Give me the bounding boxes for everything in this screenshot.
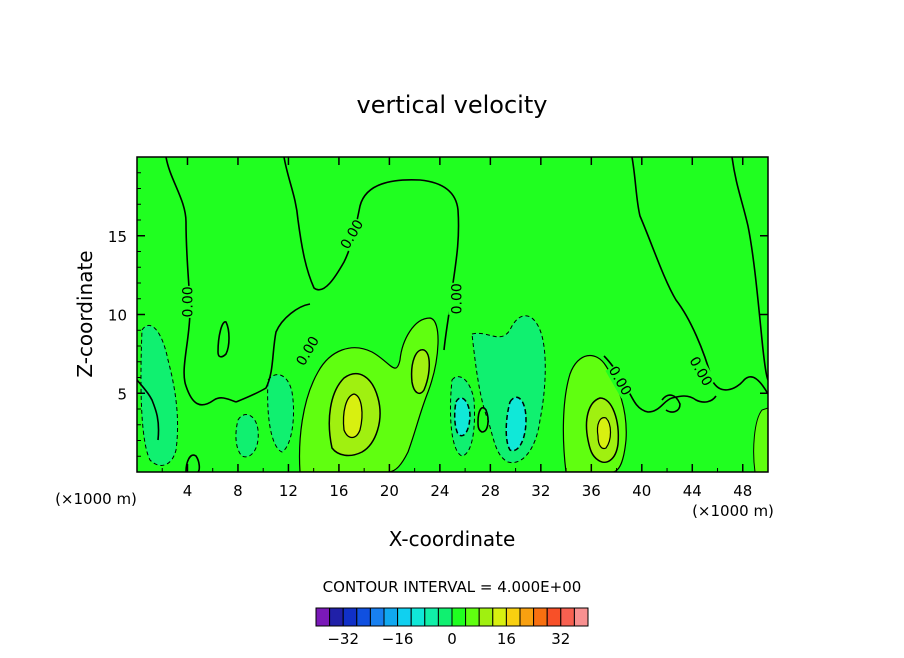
contour-label-bg (292, 332, 323, 369)
colorbar-tick-label: −16 (382, 630, 414, 648)
colorbar-tick-label: 32 (551, 630, 570, 648)
x-tick-label: 36 (582, 482, 601, 500)
x-tick-label: 24 (430, 482, 449, 500)
zero-contour-3 (235, 303, 311, 403)
colorbar-swatch (505, 607, 521, 627)
contour-label-bg (605, 362, 636, 399)
zero-contour-1 (165, 157, 237, 406)
zero-contour-2 (283, 157, 460, 351)
region-negative-4-small-b (267, 374, 295, 453)
colorbar-swatch (383, 607, 399, 627)
zero-contour-7 (137, 379, 160, 441)
zero-contour-9 (217, 321, 230, 358)
colorbar-swatch (342, 607, 358, 627)
colorbar: −32 −16 0 16 32 (315, 607, 589, 648)
x-unit-right: (×1000 m) (692, 502, 774, 520)
colorbar-swatch (397, 607, 412, 627)
region-negative-8-a (453, 397, 471, 437)
x-axis-label: X-coordinate (389, 527, 516, 551)
region-positive-8-b (410, 349, 430, 395)
zero-contour-lines (137, 157, 768, 472)
x-tick-label: 16 (329, 482, 348, 500)
region-negative-4-west (140, 324, 179, 466)
colorbar-tick-label: −32 (327, 630, 359, 648)
x-tick-label: 20 (380, 482, 399, 500)
region-positive-4-small (753, 407, 768, 472)
contour-label-bg (448, 282, 465, 315)
plot-area: 0.000.000.000.000.00 0.00 (137, 157, 768, 472)
x-tick-label: 8 (233, 482, 243, 500)
colorbar-swatch (451, 607, 467, 627)
region-positive-12-east (596, 417, 612, 450)
x-tick-label: 44 (683, 482, 702, 500)
contour-label: 0.00 (449, 283, 465, 314)
x-tick-label: 32 (531, 482, 550, 500)
colorbar-swatch (329, 607, 344, 627)
contour-interval-label: CONTOUR INTERVAL = 4.000E+00 (323, 578, 582, 596)
colorbar-swatch (533, 607, 548, 627)
colorbar-swatch (573, 607, 589, 627)
region-positive-12 (342, 393, 363, 439)
x-tick-label: 12 (279, 482, 298, 500)
x-tick-label: 40 (632, 482, 651, 500)
zero-contour-4 (631, 157, 768, 395)
contour-label-bg (179, 285, 196, 318)
y-axis-label: Z-coordinate (73, 250, 97, 377)
colorbar-swatch (546, 607, 562, 627)
colorbar-swatch (465, 607, 480, 627)
colorbar-swatch (424, 607, 439, 627)
zero-contour-8 (185, 454, 201, 472)
contour-label-bg (686, 353, 717, 390)
x-tick-label: 4 (183, 482, 193, 500)
chart-title: vertical velocity (357, 91, 548, 119)
colorbar-swatch (437, 607, 453, 627)
x-tick-label: 28 (481, 482, 500, 500)
y-tick-label: 15 (108, 228, 127, 246)
region-negative-8-b (505, 396, 527, 452)
x-axis: 4 8 12 16 20 24 28 32 36 40 44 48 (161, 157, 752, 500)
colorbar-swatch (492, 607, 507, 627)
zero-contour-10 (477, 406, 489, 433)
colorbar-tick-label: 0 (447, 630, 457, 648)
x-tick-label: 48 (733, 482, 752, 500)
colorbar-swatch (356, 607, 371, 627)
y-axis: 5 10 15 (108, 172, 768, 457)
colorbar-tick-label: 16 (497, 630, 516, 648)
region-negative-4-small-c (235, 414, 259, 458)
colorbar-swatch (410, 607, 426, 627)
contour-label-bg (336, 216, 367, 253)
colorbar-swatch (369, 607, 385, 627)
x-unit-left: (×1000 m) (55, 490, 137, 508)
y-tick-label: 10 (108, 307, 127, 325)
zero-contour-5 (731, 157, 768, 381)
y-tick-label: 5 (117, 385, 127, 403)
colorbar-swatch (315, 607, 331, 627)
colorbar-swatch (519, 607, 535, 627)
colorbar-swatch (560, 607, 575, 627)
colorbar-swatch (478, 607, 494, 627)
contour-label: 0.00 (180, 286, 196, 317)
zero-contour-11 (661, 394, 681, 413)
